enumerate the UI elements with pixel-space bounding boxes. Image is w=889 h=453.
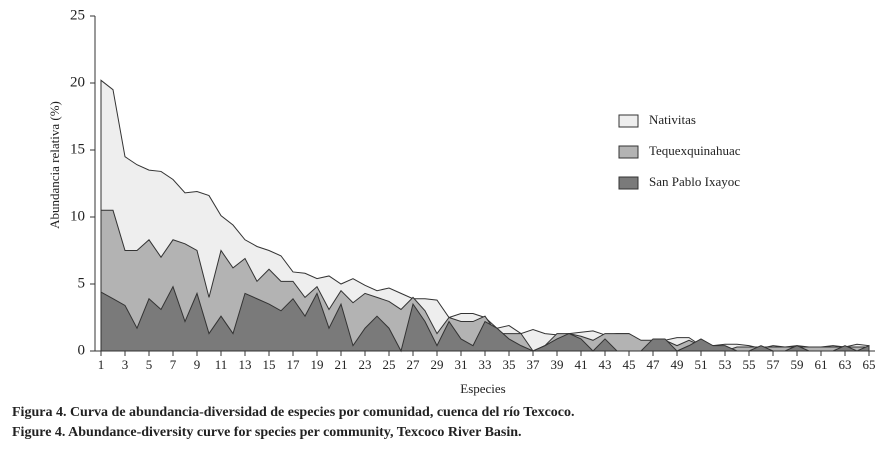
x-tick-label: 61	[815, 357, 828, 372]
x-tick-label: 17	[287, 357, 301, 372]
x-tick-label: 5	[146, 357, 153, 372]
x-tick-label: 39	[551, 357, 564, 372]
legend-label: San Pablo Ixayoc	[649, 174, 740, 189]
x-tick-label: 53	[719, 357, 732, 372]
x-tick-label: 55	[743, 357, 756, 372]
legend-label: Tequexquinahuac	[649, 143, 741, 158]
x-tick-label: 41	[575, 357, 588, 372]
x-tick-label: 19	[311, 357, 324, 372]
x-tick-label: 27	[407, 357, 421, 372]
x-tick-label: 59	[791, 357, 804, 372]
caption: Figure 4. Abundance-diversity curve for …	[12, 425, 522, 440]
x-axis-label: Especies	[460, 381, 505, 396]
y-tick-label: 20	[70, 74, 85, 90]
y-tick-label: 10	[70, 208, 85, 224]
y-tick-label: 25	[70, 7, 85, 23]
x-tick-label: 35	[503, 357, 516, 372]
x-tick-label: 25	[383, 357, 396, 372]
x-tick-label: 47	[647, 357, 661, 372]
legend-swatch	[618, 114, 639, 128]
x-tick-label: 43	[599, 357, 612, 372]
x-tick-label: 23	[359, 357, 372, 372]
x-tick-label: 3	[122, 357, 129, 372]
caption: Figura 4. Curva de abundancia-diversidad…	[12, 405, 575, 420]
x-tick-label: 13	[239, 357, 252, 372]
legend-label: Nativitas	[649, 112, 696, 127]
x-tick-label: 31	[455, 357, 468, 372]
x-tick-label: 21	[335, 357, 348, 372]
x-tick-label: 1	[98, 357, 105, 372]
x-tick-label: 51	[695, 357, 708, 372]
y-axis-label: Abundancia relativa (%)	[47, 101, 62, 229]
x-tick-label: 37	[527, 357, 541, 372]
x-tick-label: 29	[431, 357, 444, 372]
area	[100, 285, 870, 353]
x-tick-label: 15	[263, 357, 276, 372]
y-tick-label: 5	[78, 275, 86, 291]
x-tick-label: 7	[170, 357, 177, 372]
x-tick-label: 11	[215, 357, 228, 372]
x-tick-label: 57	[767, 357, 781, 372]
x-tick-label: 65	[863, 357, 876, 372]
y-tick-label: 15	[70, 141, 85, 157]
y-tick-label: 0	[78, 342, 86, 358]
x-tick-label: 63	[839, 357, 852, 372]
x-tick-label: 33	[479, 357, 492, 372]
legend-swatch	[618, 145, 639, 159]
legend-swatch	[618, 176, 639, 190]
x-tick-label: 45	[623, 357, 636, 372]
x-tick-label: 49	[671, 357, 684, 372]
x-tick-label: 9	[194, 357, 201, 372]
